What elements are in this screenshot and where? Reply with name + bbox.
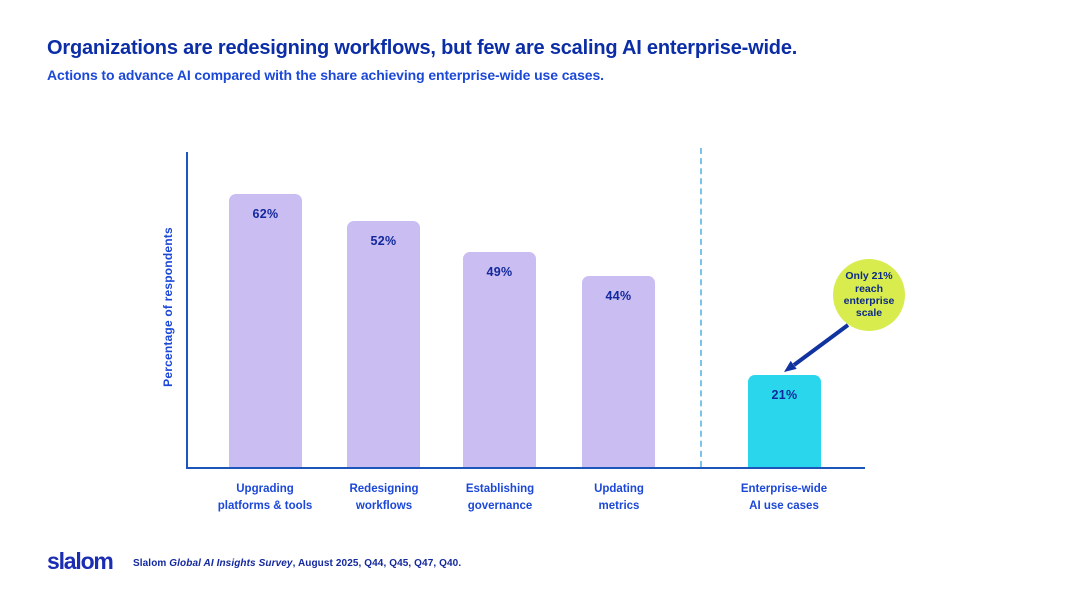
bar-enterprise-wide-ai: 21%	[748, 375, 821, 467]
category-label-redesigning-workflows: Redesigning workflows	[349, 483, 419, 513]
category-label-updating-metrics: Updating metrics	[594, 483, 644, 513]
dashed-divider-line	[700, 148, 702, 467]
bar-value-label: 62%	[252, 207, 279, 221]
slalom-logo: slalom	[47, 548, 114, 574]
bar-value-label: 49%	[486, 265, 513, 279]
source-citation: Slalom Global AI Insights Survey, August…	[133, 558, 461, 569]
source-suffix: , August 2025, Q44, Q45, Q47, Q40.	[292, 558, 462, 569]
page-subtitle: Actions to advance AI compared with the …	[47, 67, 604, 83]
category-label-enterprise-wide: Enterprise-wide AI use cases	[740, 483, 828, 513]
y-axis-line	[186, 152, 188, 467]
category-label-establishing-governance: Establishing governance	[465, 483, 535, 513]
source-survey-name: Global AI Insights Survey	[169, 558, 293, 569]
page-title: Organizations are redesigning workflows,…	[47, 37, 798, 59]
category-label-upgrading-platforms: Upgrading platforms & tools	[217, 483, 313, 513]
annotation-arrow-icon	[784, 323, 850, 372]
annotation-bubble: Only 21% reach enterprise scale	[833, 259, 905, 331]
bar-updating-metrics: 44%	[582, 276, 655, 467]
bar-redesigning-workflows: 52%	[347, 221, 420, 467]
bar-upgrading-platforms: 62%	[229, 194, 302, 467]
bar-value-label: 21%	[771, 388, 798, 402]
y-axis-label: Percentage of respondents	[161, 227, 175, 387]
x-axis-line	[186, 467, 865, 469]
bar-value-label: 44%	[605, 289, 632, 303]
bar-establishing-governance: 49%	[463, 252, 536, 467]
bar-value-label: 52%	[370, 234, 397, 248]
source-prefix: Slalom	[133, 558, 170, 569]
